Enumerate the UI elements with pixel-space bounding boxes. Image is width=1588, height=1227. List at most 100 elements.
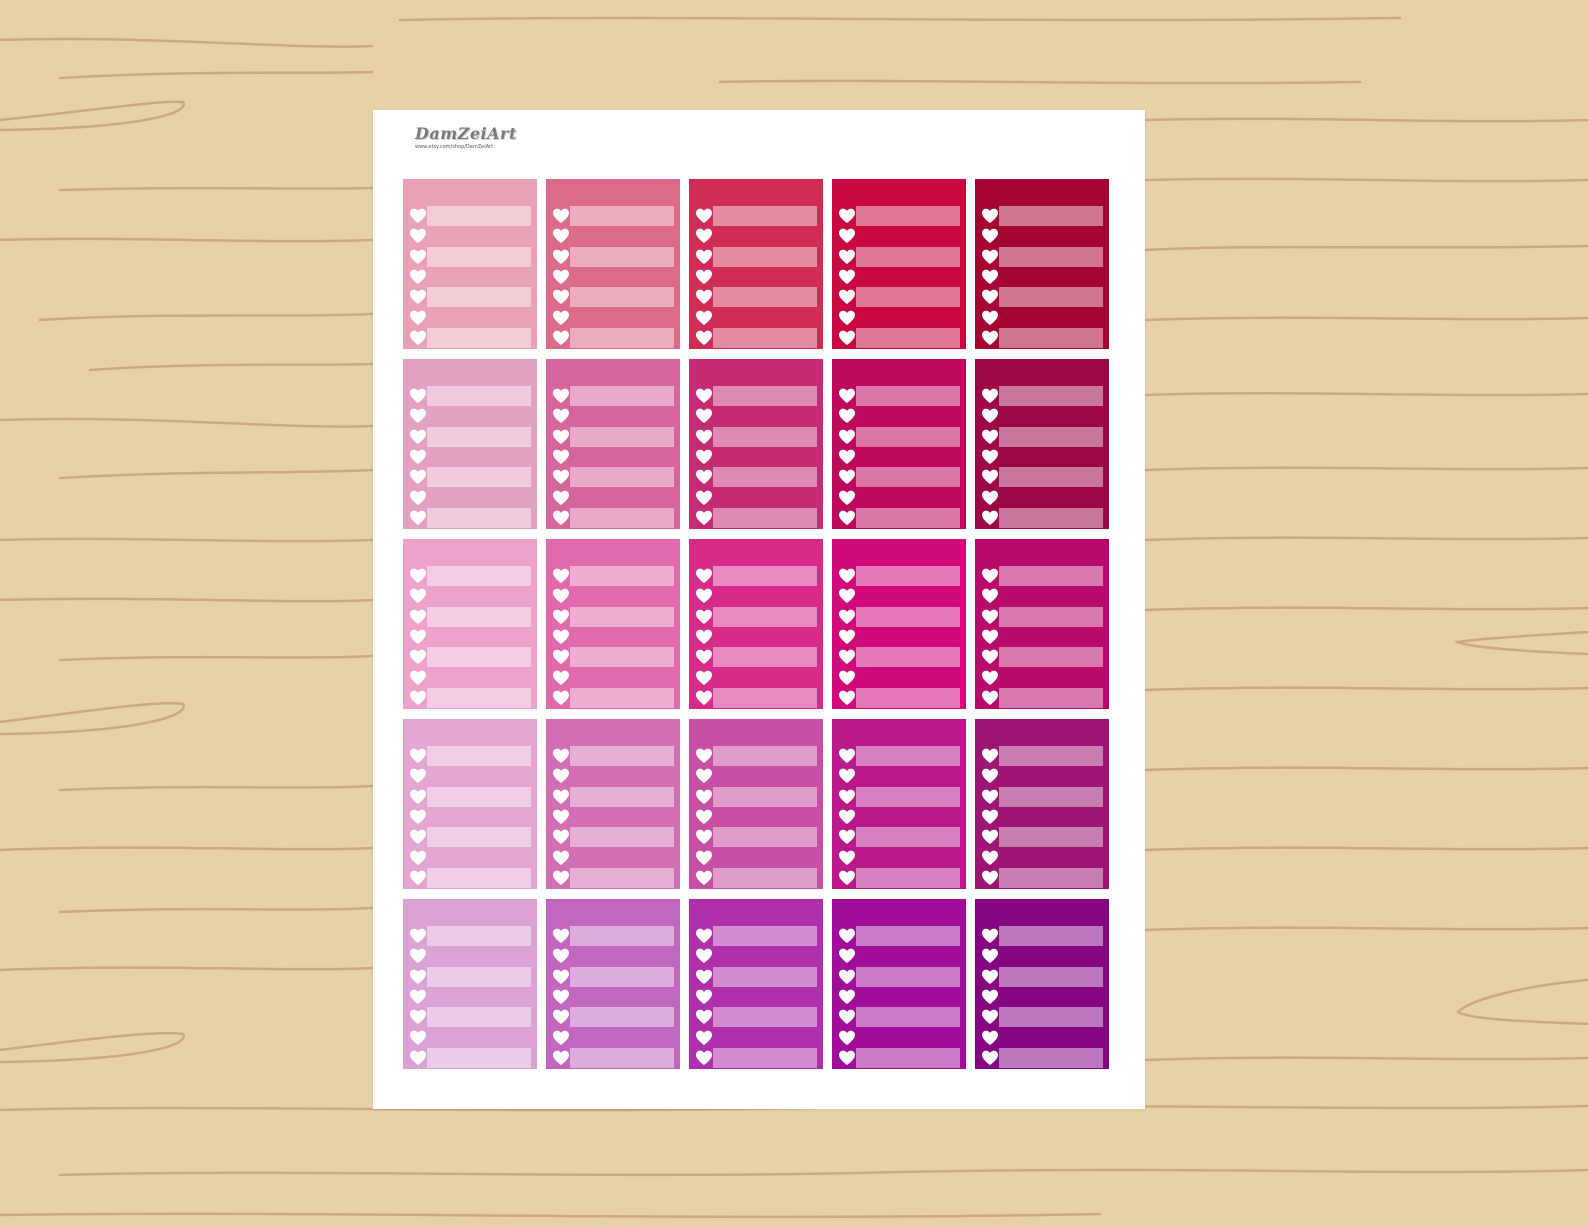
label-bar (427, 206, 531, 226)
heart-icon (410, 408, 426, 424)
heart-icon (696, 829, 712, 845)
checklist-row (695, 287, 817, 308)
label-bar (856, 746, 960, 766)
heart-icon (696, 870, 712, 885)
checklist-row (981, 467, 1103, 488)
checklist-row (409, 426, 531, 447)
label-bar (570, 786, 674, 807)
heart-icon (410, 789, 426, 804)
checklist-row (409, 1007, 531, 1028)
heart-icon (982, 870, 998, 885)
label-bar (999, 246, 1103, 267)
heart-icon (553, 609, 569, 624)
heart-icon (410, 208, 426, 223)
checklist-row (409, 246, 531, 267)
heart-icon (696, 768, 712, 784)
checklist-row (981, 867, 1103, 888)
checklist-row (838, 406, 960, 426)
checklist-row (981, 766, 1103, 786)
heart-icon (982, 748, 998, 763)
checklist-row (552, 848, 674, 868)
checklist-row (552, 267, 674, 287)
label-bar (856, 1047, 960, 1068)
heart-icon (839, 928, 855, 943)
checklist-row (409, 687, 531, 708)
heart-icon (553, 469, 569, 485)
checklist-row (838, 786, 960, 807)
checklist-row (981, 586, 1103, 606)
sticker (689, 359, 823, 529)
heart-icon (410, 1009, 426, 1025)
checklist-row (409, 586, 531, 606)
checklist-row (409, 926, 531, 946)
label-bar (570, 507, 674, 528)
heart-icon (839, 1009, 855, 1025)
checklist-row (838, 766, 960, 786)
label-bar (427, 687, 531, 708)
checklist-row (695, 647, 817, 668)
label-bar (427, 566, 531, 586)
checklist-row (838, 586, 960, 606)
sticker (546, 899, 680, 1069)
heart-icon (982, 330, 998, 345)
checklist-row (838, 687, 960, 708)
label-bar (999, 1047, 1103, 1068)
checklist-row (409, 647, 531, 668)
checklist-row (552, 287, 674, 308)
label-bar (999, 966, 1103, 987)
checklist-row (552, 566, 674, 586)
label-bar (427, 287, 531, 308)
checklist-row (981, 827, 1103, 848)
label-bar (427, 966, 531, 987)
label-bar (427, 746, 531, 766)
checklist-row (838, 668, 960, 688)
sticker (403, 719, 537, 889)
checklist-row (695, 946, 817, 966)
checklist-row (838, 566, 960, 586)
heart-icon (410, 510, 426, 525)
label-bar (570, 966, 674, 987)
label-bar (427, 426, 531, 447)
checklist-row (695, 687, 817, 708)
heart-icon (410, 449, 426, 464)
label-bar (856, 246, 960, 267)
checklist-row (981, 668, 1103, 688)
checklist-row (981, 226, 1103, 246)
sticker (403, 539, 537, 709)
heart-icon (839, 1050, 855, 1065)
checklist-row (981, 687, 1103, 708)
heart-icon (982, 469, 998, 485)
label-bar (999, 566, 1103, 586)
label-bar (999, 467, 1103, 488)
heart-icon (839, 850, 855, 865)
heart-icon (410, 330, 426, 345)
checklist-row (981, 267, 1103, 287)
heart-icon (982, 850, 998, 865)
checklist-row (838, 287, 960, 308)
checklist-row (552, 867, 674, 888)
heart-icon (410, 228, 426, 244)
heart-icon (982, 829, 998, 845)
heart-icon (553, 449, 569, 464)
heart-icon (410, 928, 426, 943)
checklist-row (838, 467, 960, 488)
checklist-row (695, 327, 817, 348)
label-bar (856, 206, 960, 226)
checklist-row (409, 966, 531, 987)
heart-icon (696, 1009, 712, 1025)
checklist-row (552, 308, 674, 328)
checklist-row (552, 668, 674, 688)
heart-icon (982, 249, 998, 264)
heart-icon (410, 249, 426, 264)
label-bar (570, 246, 674, 267)
sticker (546, 179, 680, 349)
heart-icon (982, 269, 998, 284)
checklist-row (838, 926, 960, 946)
heart-icon (839, 510, 855, 525)
checklist-row (838, 206, 960, 226)
checklist-row (695, 966, 817, 987)
checklist-row (981, 426, 1103, 447)
checklist-row (552, 507, 674, 528)
sticker (689, 539, 823, 709)
